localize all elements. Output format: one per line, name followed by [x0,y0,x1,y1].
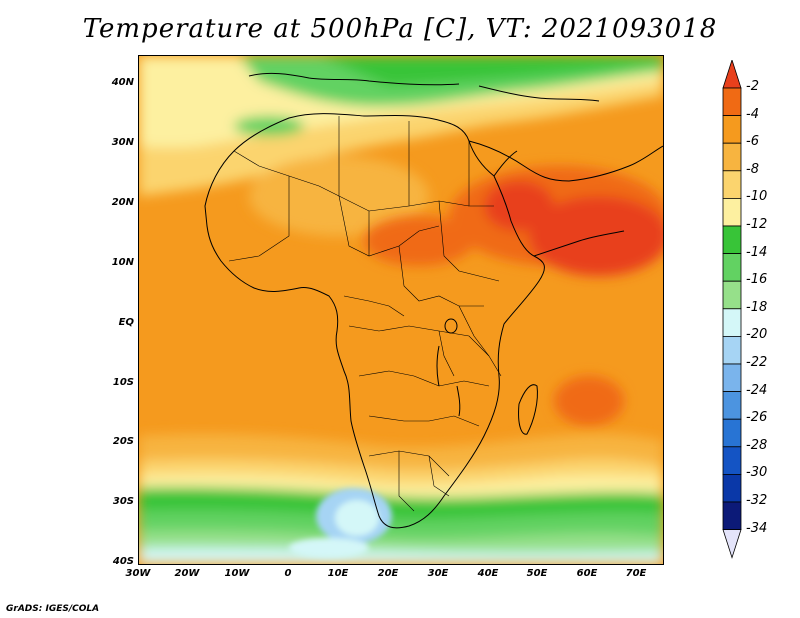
x-tick-10w: 10W [224,568,250,579]
colorbar-box [722,308,742,337]
temperature-map [139,56,663,564]
field-south [139,433,663,564]
colorbar-box [722,391,742,420]
colorbar-box [722,115,742,144]
colorbar-label: -14 [746,244,768,260]
colorbar-box [722,280,742,310]
colorbar-box [722,170,742,199]
colorbar-label: -12 [746,217,768,232]
colorbar-label: -10 [746,189,768,205]
x-tick-20w: 20W [174,568,200,579]
colorbar-label: -32 [746,493,768,508]
x-tick-70e: 70E [625,568,647,579]
x-tick-50e: 50E [526,568,548,579]
colorbar-box [722,418,742,448]
x-tick-40e: 40E [477,568,499,579]
colorbar-box [722,253,742,282]
y-tick-30n: 30N [111,137,134,148]
x-tick-0: 0 [284,568,292,579]
colorbar-box [722,335,742,365]
colorbar-box [722,225,742,255]
colorbar-label: -26 [746,410,768,426]
y-tick-10n: 10N [111,257,134,268]
credit-label: GrADS: IGES/COLA [6,604,100,614]
colorbar-box [722,473,742,503]
colorbar-label: -28 [746,437,768,453]
colorbar-label: -2 [746,79,759,94]
x-tick-30e: 30E [427,568,449,579]
y-tick-40s: 40S [112,556,134,567]
field-south-cold [289,488,392,558]
colorbar-label: -6 [746,134,759,150]
x-tick-60e: 60E [576,568,598,579]
colorbar-label: -24 [746,382,768,398]
x-tick-20e: 20E [377,568,399,579]
borders [228,116,502,512]
colorbar-label: -16 [746,272,768,288]
colorbar-box [722,363,742,393]
x-tick-30w: 30W [125,568,151,579]
x-tick-10e: 10E [327,568,349,579]
colorbar-arrow-top [722,60,742,89]
y-tick-20s: 20S [112,436,134,447]
colorbar-label: -18 [746,299,768,315]
y-tick-10s: 10S [112,377,134,388]
colorbar-label: -8 [746,161,759,177]
colorbar-arrow-bottom [722,529,742,559]
y-tick-eq: EQ [118,317,134,328]
colorbar-box [722,446,742,475]
lakes [436,318,461,417]
colorbar-label: -4 [746,106,759,122]
y-tick-30s: 30S [112,496,134,507]
map-panel [138,55,664,565]
colorbar-box [722,142,742,172]
y-tick-40n: 40N [111,77,134,88]
colorbar [722,60,742,559]
colorbar-box [722,87,742,117]
colorbar-label: -20 [746,327,768,343]
map-title: Temperature at 500hPa [C], VT: 202109301… [82,14,718,44]
colorbar-box [722,501,742,531]
colorbar-label: -30 [746,465,768,481]
coastlines [204,72,663,529]
colorbar-box [722,197,742,227]
y-tick-20n: 20N [111,197,134,208]
colorbar-label: -22 [746,355,768,370]
colorbar-label: -34 [746,520,768,536]
